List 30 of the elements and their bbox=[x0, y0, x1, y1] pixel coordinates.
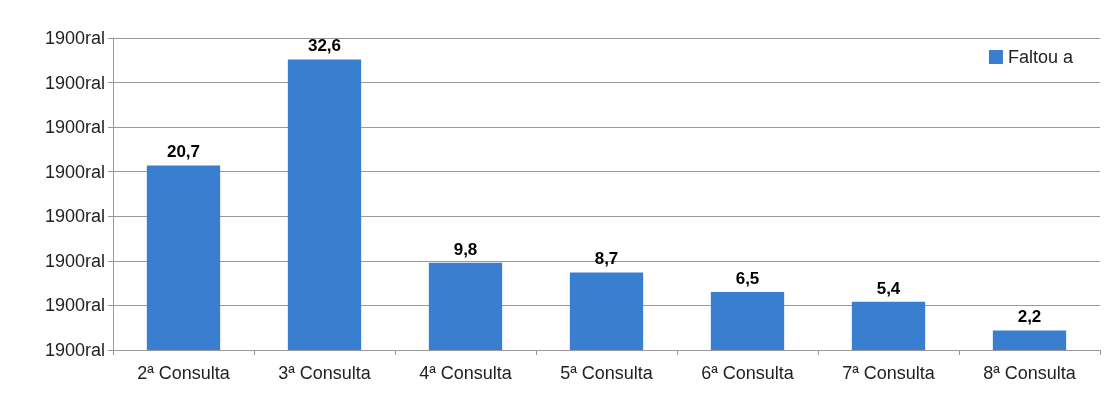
text: 1900ral bbox=[44, 161, 105, 182]
x-tick-label: 4ª Consulta bbox=[419, 363, 513, 383]
x-tick-label: 5ª Consulta bbox=[560, 363, 654, 383]
bar bbox=[287, 59, 362, 350]
bar bbox=[992, 330, 1067, 350]
data-label: 32,6 bbox=[307, 36, 342, 56]
x-tick-label: 7ª Consulta bbox=[842, 363, 936, 383]
x-tick-label: 8ª Consulta bbox=[983, 363, 1077, 383]
bar bbox=[710, 292, 785, 350]
bar bbox=[428, 262, 503, 350]
text: 1900ral bbox=[44, 250, 105, 271]
bar bbox=[569, 272, 644, 350]
text: 1900ral bbox=[44, 28, 105, 48]
text: 1900ral bbox=[44, 295, 105, 316]
data-label: 20,7 bbox=[166, 142, 201, 162]
data-label: 8,7 bbox=[594, 249, 619, 269]
x-tick-label: 6ª Consulta bbox=[701, 363, 795, 383]
data-label: 2,2 bbox=[1017, 307, 1042, 327]
text: 1900ral bbox=[44, 72, 105, 93]
x-tick-label: 3ª Consulta bbox=[278, 363, 372, 383]
bar bbox=[851, 301, 926, 350]
data-label: 9,8 bbox=[453, 239, 478, 259]
text: 1900ral bbox=[44, 117, 105, 138]
data-label: 6,5 bbox=[735, 269, 760, 289]
data-label: 5,4 bbox=[876, 278, 901, 298]
text: 1900ral bbox=[44, 340, 105, 360]
x-tick-label: 2ª Consulta bbox=[137, 363, 231, 383]
bar bbox=[146, 165, 221, 350]
legend-label: Faltou a bbox=[1007, 47, 1074, 67]
text: 1900ral bbox=[44, 206, 105, 227]
